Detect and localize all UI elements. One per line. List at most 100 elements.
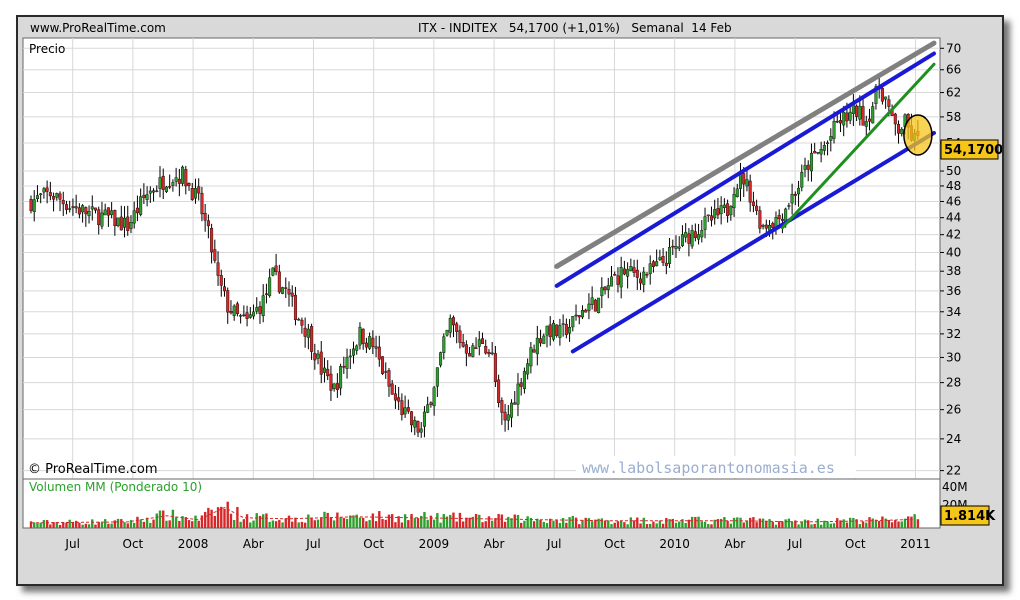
volume-bar (245, 514, 249, 528)
candle-body (668, 247, 672, 264)
candle-body (626, 269, 630, 277)
candle-body (184, 169, 188, 187)
volume-bar (861, 521, 865, 528)
volume-bar (542, 521, 545, 528)
price-panel (22, 37, 941, 480)
candle-body (339, 366, 343, 389)
volume-bar (584, 517, 587, 528)
y-tick-label: 32 (946, 327, 961, 341)
candle-body (345, 357, 349, 369)
volume-bar (845, 522, 849, 528)
y-tick-label: 66 (946, 63, 961, 77)
candle-body (135, 207, 139, 214)
volume-bar (210, 509, 213, 528)
candle-body (271, 267, 275, 276)
volume-bar (703, 521, 707, 528)
candle-body (355, 345, 359, 351)
volume-bar (832, 523, 836, 528)
volume-bar (852, 517, 855, 528)
volume-bar (49, 524, 52, 528)
candle-body (864, 121, 868, 127)
candle-body (229, 310, 233, 314)
candle-body (893, 113, 897, 125)
volume-bar (742, 522, 745, 528)
volume-bar (326, 512, 329, 528)
candle-body (297, 319, 301, 321)
volume-bar (913, 514, 916, 528)
volume-bar (478, 514, 481, 528)
volume-bar (442, 514, 445, 528)
volume-bar (678, 521, 681, 528)
volume-bar (220, 506, 223, 528)
candle-body (200, 192, 204, 215)
candle-body (632, 267, 636, 273)
volume-bar (158, 510, 162, 528)
volume-bar (439, 522, 442, 528)
candle-body (252, 311, 256, 317)
candle-body (661, 256, 665, 263)
volume-bar (258, 515, 262, 528)
last-price-tag: 54,1700 (940, 139, 1002, 160)
candle-body (680, 234, 684, 246)
candle-body (748, 180, 752, 203)
candle-body (403, 407, 407, 415)
y-tick-label: 42 (946, 228, 961, 242)
candle-body (190, 188, 194, 200)
volume-bar (578, 524, 581, 528)
volume-bar (594, 519, 597, 528)
highlight-circle (903, 114, 933, 156)
volume-bar (532, 521, 536, 528)
candle-body (352, 348, 356, 356)
candle-body (448, 317, 452, 333)
x-tick-label: Abr (724, 537, 745, 551)
candle-body (606, 285, 610, 291)
volume-bar (320, 517, 323, 528)
volume-bar (797, 524, 800, 528)
volume-bar (877, 520, 881, 528)
volume-bar (274, 521, 278, 528)
candle-body (164, 186, 168, 192)
candle-body (487, 352, 491, 355)
candle-body (393, 393, 397, 401)
volume-bar (881, 516, 884, 528)
volume-bar (339, 517, 342, 528)
volume-bar (503, 521, 507, 528)
volume-bar (655, 523, 658, 528)
candle-body (226, 290, 230, 313)
candle-body (729, 205, 733, 216)
volume-bar (126, 523, 129, 528)
volume-bar (371, 513, 375, 528)
candle-body (406, 407, 410, 412)
volume-bar (133, 522, 136, 528)
candle-body (539, 338, 543, 344)
volume-bar (294, 517, 297, 528)
candles (29, 78, 920, 438)
volume-bar (361, 517, 365, 528)
volume-bar (136, 516, 139, 528)
candle-body (390, 383, 394, 395)
volume-bar (487, 516, 491, 528)
volume-bar (823, 520, 826, 528)
candle-body (790, 193, 794, 204)
volume-bar (665, 517, 668, 528)
candle-body (587, 303, 591, 311)
volume-bar (681, 519, 684, 528)
candle-body (684, 232, 688, 238)
volume-bar (223, 508, 226, 528)
volume-bar (281, 522, 284, 528)
y-tick-label: 48 (946, 179, 961, 193)
volume-bar (613, 522, 616, 528)
candle-body (809, 152, 813, 172)
volume-bar (407, 520, 410, 528)
candle-body (171, 182, 175, 186)
volume-bar (62, 522, 65, 528)
candle-body (542, 335, 546, 344)
volume-bar (642, 517, 645, 528)
candle-body (464, 344, 468, 354)
candle-body (358, 326, 362, 346)
x-tick-label: Abr (484, 537, 505, 551)
y-tick-label: 22 (946, 464, 961, 478)
candle-body (361, 328, 365, 344)
price-panel-label: Precio (29, 42, 65, 56)
candle-body (116, 217, 120, 227)
